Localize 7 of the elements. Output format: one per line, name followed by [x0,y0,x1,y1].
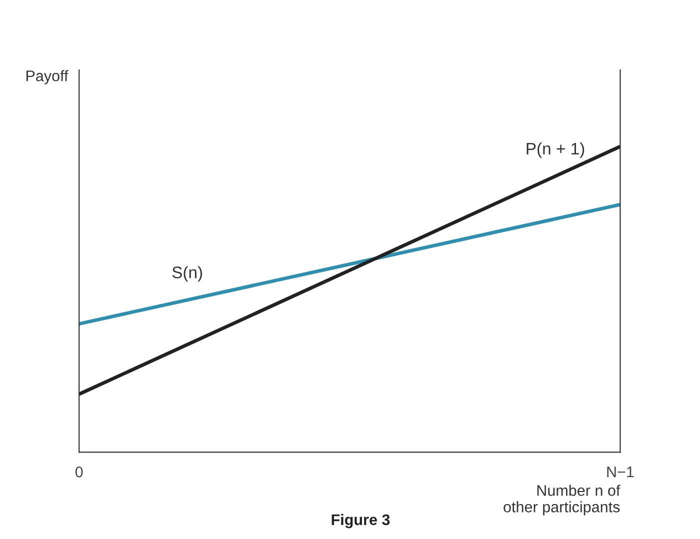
caption: Figure 3 [332,514,390,528]
x-axis-title: Number n of other participants [504,484,620,516]
x-tick-label: N−1 [607,466,634,478]
x-tick-label: 0 [75,466,83,478]
series-label: P(n + 1) [526,142,584,158]
series-label: S(n) [172,266,202,282]
y-axis-title: Payoff [26,70,68,84]
